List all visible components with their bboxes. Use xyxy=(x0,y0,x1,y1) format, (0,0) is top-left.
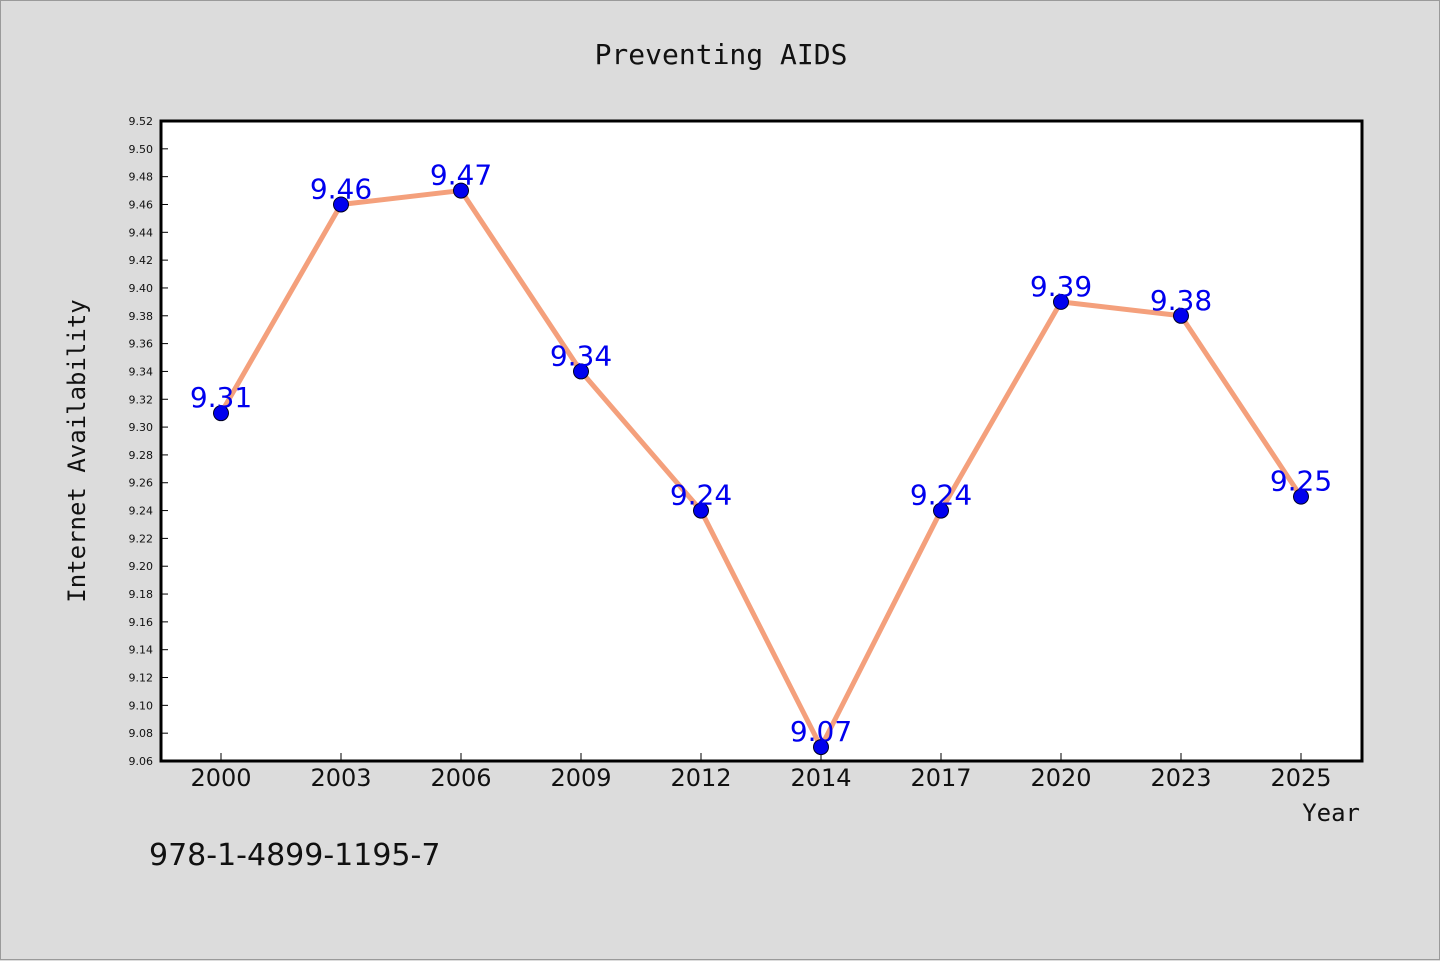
data-label: 9.38 xyxy=(1150,284,1212,317)
y-tick-label: 9.50 xyxy=(129,143,154,156)
y-tick-label: 9.52 xyxy=(129,115,154,128)
y-tick-label: 9.44 xyxy=(129,226,154,239)
x-tick-label: 2006 xyxy=(430,764,491,792)
y-tick-label: 9.48 xyxy=(129,171,154,184)
y-tick-label: 9.46 xyxy=(129,198,154,211)
y-tick-label: 9.16 xyxy=(129,616,154,629)
data-label: 9.25 xyxy=(1270,465,1332,498)
y-tick-label: 9.20 xyxy=(129,560,154,573)
y-axis-label: Internet Availability xyxy=(63,299,91,602)
y-tick-label: 9.24 xyxy=(129,505,154,518)
y-tick-label: 9.06 xyxy=(129,755,154,768)
x-axis-ticks: 2000 2003 2006 2009 2012 2014 2017 2020 2023 2025 xyxy=(190,753,1332,792)
data-label: 9.24 xyxy=(670,479,732,512)
data-label: 9.24 xyxy=(910,479,972,512)
data-point xyxy=(333,196,349,213)
data-point xyxy=(813,739,829,756)
data-label: 9.31 xyxy=(190,381,252,414)
y-tick-label: 9.40 xyxy=(129,282,154,295)
y-tick-label: 9.22 xyxy=(129,532,154,545)
data-point xyxy=(1053,293,1069,310)
y-tick-label: 9.18 xyxy=(129,588,154,601)
data-point xyxy=(1293,488,1309,505)
data-point xyxy=(933,502,949,519)
data-point xyxy=(213,405,229,422)
x-tick-label: 2000 xyxy=(190,764,251,792)
x-tick-label: 2012 xyxy=(670,764,731,792)
x-tick-label: 2009 xyxy=(550,764,611,792)
x-tick-label: 2003 xyxy=(310,764,371,792)
chart-title: Preventing AIDS xyxy=(595,38,848,71)
data-labels: 9.31 9.46 9.47 9.34 9.24 9.07 9.24 9.39 9.38 9.25 xyxy=(190,159,1332,749)
y-tick-label: 9.38 xyxy=(129,310,154,323)
series-line xyxy=(218,188,1304,750)
data-point xyxy=(573,363,589,380)
data-point xyxy=(693,502,709,519)
data-label: 9.47 xyxy=(430,159,492,192)
y-tick-label: 9.36 xyxy=(129,338,154,351)
y-tick-label: 9.32 xyxy=(129,393,154,406)
y-tick-label: 9.28 xyxy=(129,449,154,462)
data-point xyxy=(453,182,469,199)
series-layer xyxy=(213,182,1309,756)
data-point xyxy=(1173,307,1189,324)
y-tick-label: 9.10 xyxy=(129,699,154,712)
isbn-annotation: 978-1-4899-1195-7 xyxy=(149,838,440,873)
x-tick-label: 2023 xyxy=(1150,764,1211,792)
x-tick-label: 2017 xyxy=(910,764,971,792)
y-tick-label: 9.12 xyxy=(129,672,154,685)
data-label: 9.34 xyxy=(550,339,612,372)
y-tick-label: 9.34 xyxy=(129,365,154,378)
plot-area xyxy=(159,119,1364,763)
y-tick-label: 9.14 xyxy=(129,644,154,657)
x-tick-label: 2025 xyxy=(1270,764,1331,792)
y-tick-label: 9.26 xyxy=(129,477,154,490)
data-label: 9.07 xyxy=(790,715,852,748)
y-tick-label: 9.42 xyxy=(129,254,154,267)
data-label: 9.46 xyxy=(310,172,372,205)
y-tick-label: 9.30 xyxy=(129,421,154,434)
data-label: 9.39 xyxy=(1030,270,1092,303)
x-tick-label: 2014 xyxy=(790,764,851,792)
y-axis-ticks: 9.06 9.08 9.10 9.12 9.14 9.16 9.18 9.20 9.22 9.24… xyxy=(129,115,168,768)
x-tick-label: 2020 xyxy=(1030,764,1091,792)
y-tick-label: 9.08 xyxy=(129,727,154,740)
x-axis-label: Year xyxy=(1302,799,1360,827)
